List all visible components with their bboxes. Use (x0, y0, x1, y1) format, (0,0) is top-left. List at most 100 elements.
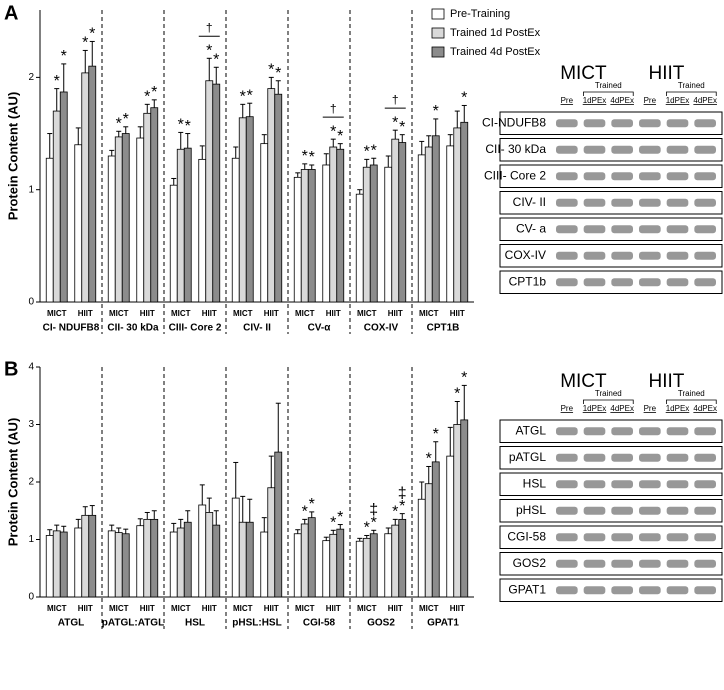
bar (205, 512, 214, 598)
bar (169, 531, 178, 598)
blot-lane-label: Pre (561, 404, 574, 413)
bar (391, 138, 400, 303)
blot-band (666, 506, 689, 515)
legend-swatch (431, 46, 445, 58)
significance-marker: * (337, 509, 343, 526)
bar (150, 107, 159, 303)
blot-trained-label: Trained (678, 389, 705, 398)
x-tick-label: MICT (419, 309, 439, 318)
group-label: CV-α (308, 323, 332, 334)
blot-band (556, 586, 578, 595)
blot-band (666, 172, 689, 181)
bar (417, 154, 426, 303)
significance-marker: * (61, 48, 67, 65)
blot-band (666, 251, 689, 260)
bar (107, 530, 116, 598)
blot-band (639, 506, 661, 515)
blot-band (611, 251, 633, 260)
bar (322, 540, 331, 598)
blot-band (666, 225, 689, 234)
blot-row-label: CGI-58 (507, 529, 546, 543)
blot-lane-label: Pre (561, 96, 574, 105)
x-tick-label: MICT (295, 309, 315, 318)
bracket-label: † (330, 101, 337, 115)
significance-marker: * (309, 149, 315, 166)
blot-band (583, 480, 606, 489)
blot-row-label: ATGL (516, 423, 547, 437)
significance-marker: * (433, 426, 439, 443)
significance-marker: * (364, 520, 370, 537)
x-tick-label: HIIT (450, 604, 465, 613)
bar (169, 184, 178, 303)
blot-trained-bracket (583, 91, 634, 96)
significance-marker: * (364, 144, 370, 161)
bar (136, 525, 145, 598)
blot-band (611, 225, 633, 234)
significance-marker: * (185, 118, 191, 135)
blot-band (694, 119, 716, 128)
blot-lane-label: 4dPEx (610, 404, 634, 413)
bar (238, 521, 247, 598)
blot-band (583, 145, 606, 154)
significance-marker: * (426, 451, 432, 468)
group-label: CI- NDUFB8 (43, 323, 100, 334)
bar (369, 164, 378, 303)
blot-lane-label: 4dPEx (693, 404, 717, 413)
blot-band (666, 278, 689, 287)
blot-band (611, 533, 633, 542)
group-label: CPT1B (427, 323, 460, 334)
blot-band (639, 172, 661, 181)
x-tick-label: MICT (233, 309, 253, 318)
blot-row-label: GOS2 (513, 556, 547, 570)
bar (362, 537, 371, 598)
significance-marker: * (268, 62, 274, 79)
x-tick-label: HIIT (264, 309, 279, 318)
bar (424, 483, 433, 598)
blot-trained-bracket (666, 91, 717, 96)
bar (59, 531, 68, 598)
bar (329, 146, 338, 303)
group-label: CII- 30 kDa (107, 323, 159, 334)
blot-band (694, 172, 716, 181)
bar (74, 527, 83, 598)
y-axis-label: Protein Content (AU) (5, 92, 20, 221)
bar (391, 524, 400, 598)
significance-marker: * (392, 114, 398, 131)
blot-row-box (499, 111, 723, 135)
x-tick-label: HIIT (450, 309, 465, 318)
bar (398, 518, 407, 598)
blot-band (556, 119, 578, 128)
blot-band (583, 251, 606, 260)
blot-group-label: HIIT (648, 63, 684, 84)
bar (398, 142, 407, 303)
bar (336, 528, 345, 598)
blot-band (583, 225, 606, 234)
blot-band (639, 198, 661, 207)
blot-row-box (499, 578, 723, 602)
y-tick-label: 2 (28, 477, 34, 488)
bar (267, 88, 276, 303)
y-tick-label: 3 (28, 419, 34, 430)
blot-trained-label: Trained (595, 389, 622, 398)
blot-row-label: HSL (523, 476, 547, 490)
blot-band (556, 480, 578, 489)
blot-row-label: CV- a (516, 221, 546, 235)
significance-marker: * (213, 51, 219, 68)
bar (245, 116, 254, 303)
significance-marker: * (461, 90, 467, 107)
x-tick-label: HIIT (202, 309, 217, 318)
legend-label: Pre-Training (450, 8, 510, 20)
significance-marker: * (82, 35, 88, 52)
blot-row-label: GPAT1 (508, 582, 546, 596)
bar (384, 533, 393, 598)
blot-band (694, 506, 716, 515)
blot-band (556, 278, 578, 287)
blot-band (583, 559, 606, 568)
significance-marker: * (371, 515, 377, 532)
x-tick-label: MICT (47, 309, 67, 318)
blot-lane-label: Pre (644, 404, 657, 413)
blot-band (639, 119, 661, 128)
significance-marker: * (275, 65, 281, 82)
bar (114, 136, 123, 303)
